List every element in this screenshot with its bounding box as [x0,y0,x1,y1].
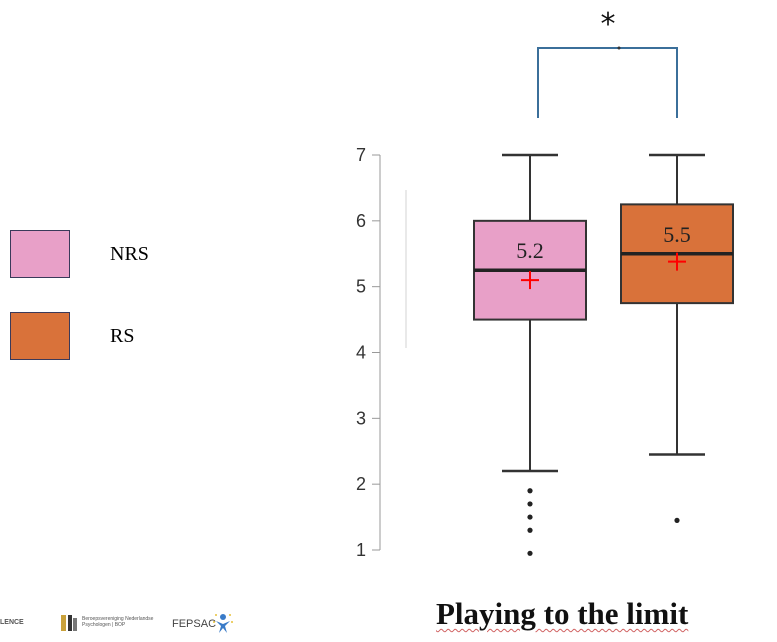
y-tick-label: 5 [356,277,366,297]
significance-star: * [601,7,616,42]
chart-title: Playing to the limit [436,596,689,631]
box-nrs-outlier [527,488,533,494]
box-nrs-mean-label: 5.2 [516,238,544,263]
y-tick-label: 6 [356,211,366,231]
logo-bop-text: Beroepsvereniging Nederlandse Psychologe… [82,616,154,628]
y-tick-label: 3 [356,408,366,428]
y-tick-label: 4 [356,343,366,363]
box-rs-outlier [674,517,680,523]
legend-swatch-rs [10,312,70,360]
logo-excellence: LENCE [0,619,24,626]
y-tick-label: 2 [356,474,366,494]
box-nrs-outlier [527,514,533,520]
box-nrs-outlier [527,527,533,533]
legend-swatch-nrs [10,230,70,278]
box-nrs-outlier [527,501,533,507]
significance-bracket-dot [617,46,621,50]
box-plot: 1 2 3 4 5 6 7 5.2 5.5 * [356,7,734,560]
fepsac-figure-icon [213,614,233,633]
legend-label-rs: RS [110,325,135,347]
bop-logo-icon [61,615,77,631]
legend-label-nrs: NRS [110,243,149,265]
logo-fepsac: FEPSAC [172,618,217,630]
box-nrs-outlier [527,550,533,556]
y-tick-label: 1 [356,540,366,560]
y-tick-label: 7 [356,145,366,165]
significance-bracket [537,47,678,118]
box-rs-mean-label: 5.5 [663,222,691,247]
